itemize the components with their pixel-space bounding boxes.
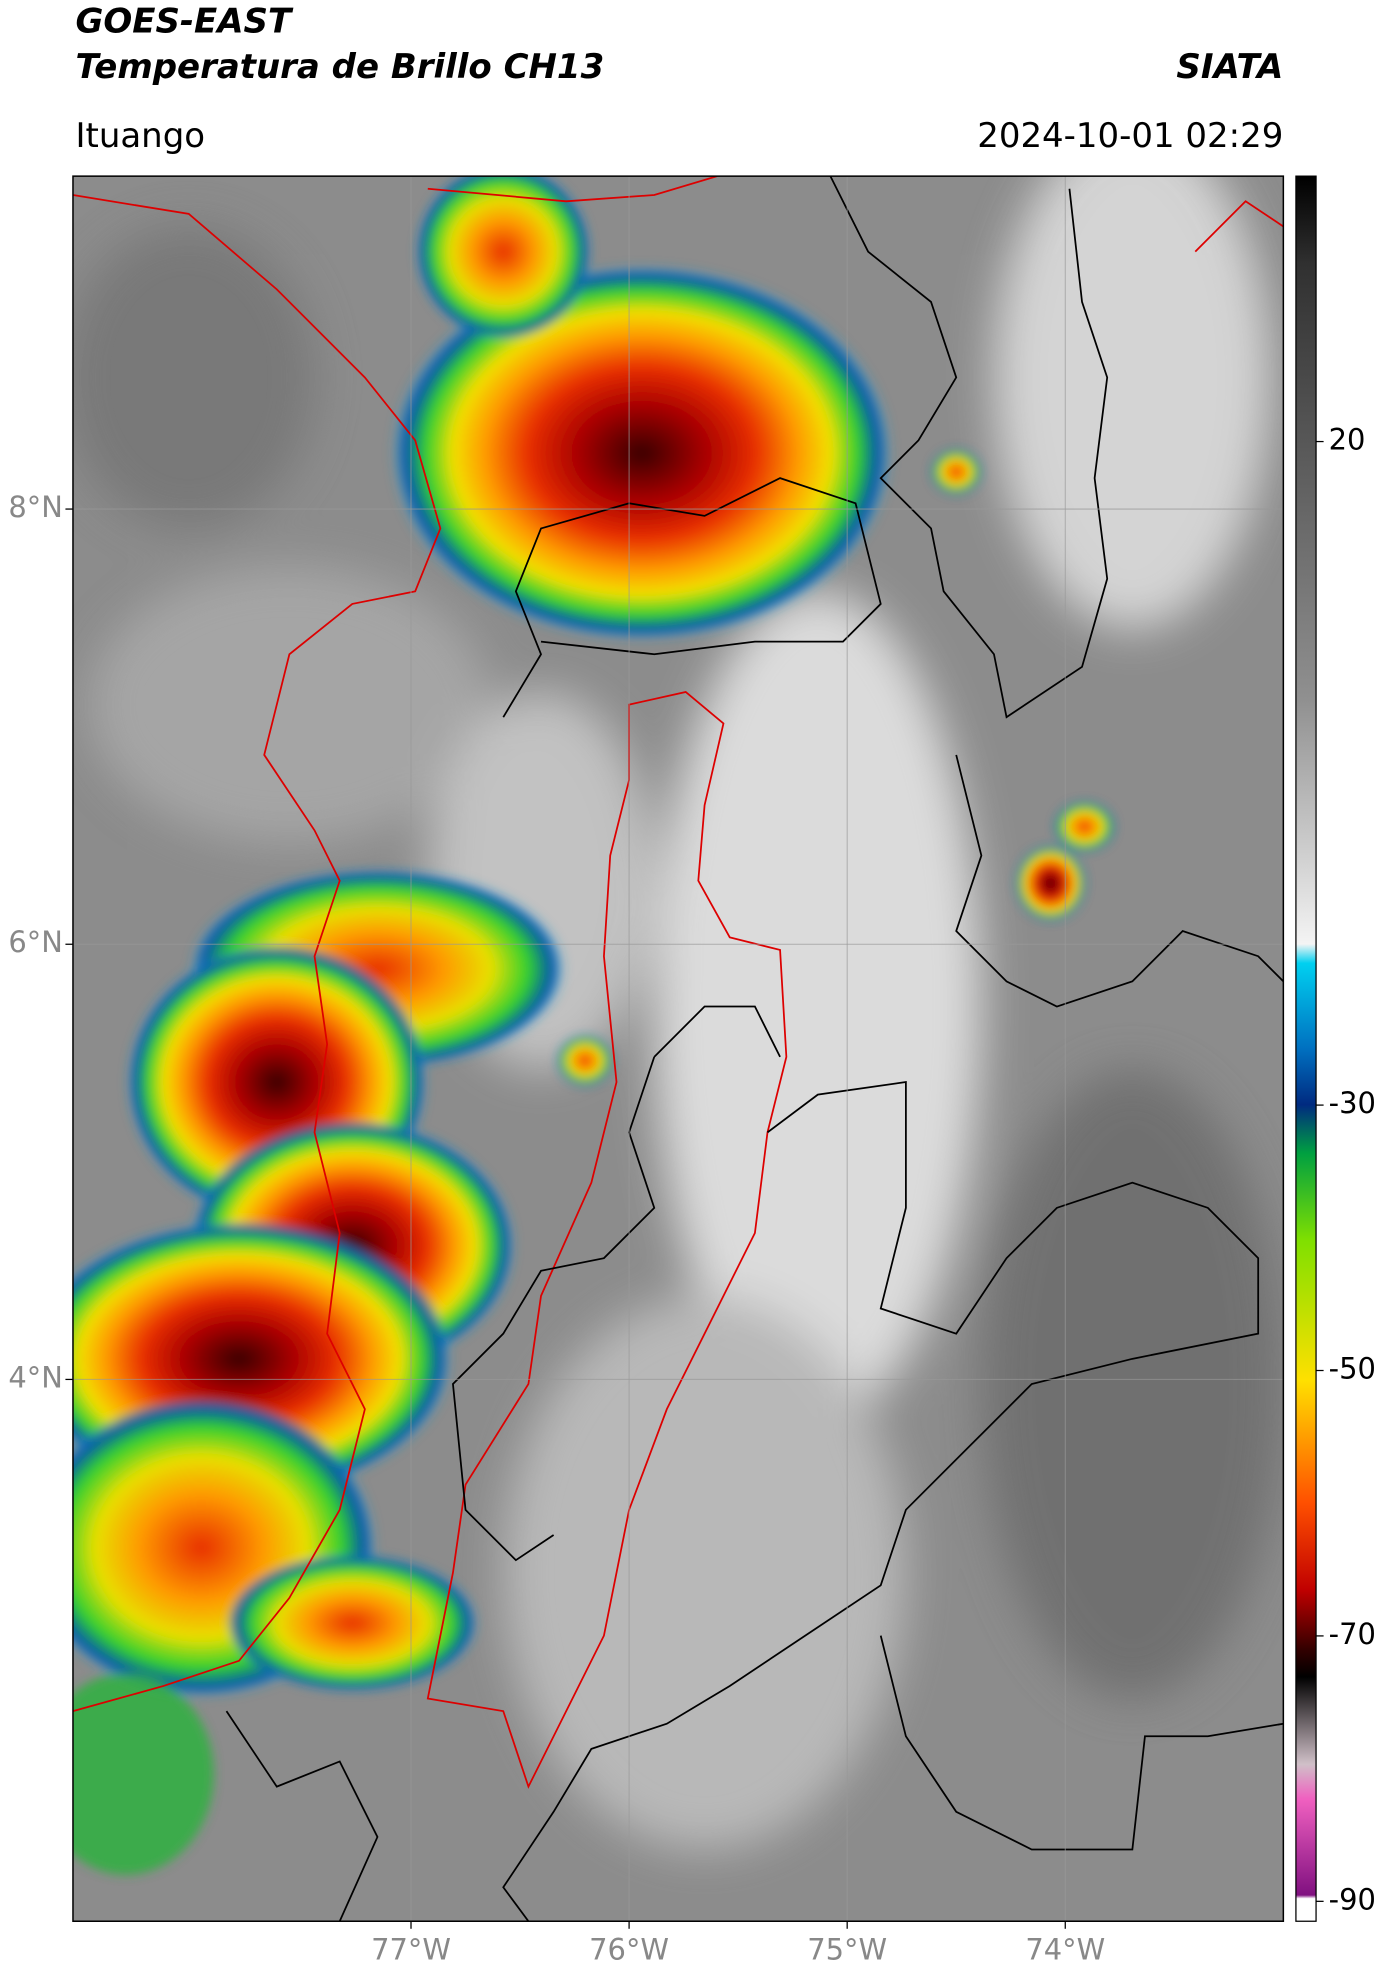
datetime: 2024-10-01 02:29: [977, 116, 1283, 156]
subtitle: Temperatura de Brillo CH13: [75, 47, 604, 87]
colorbar: [1295, 175, 1317, 1922]
source: SIATA: [1176, 47, 1283, 87]
title: GOES-EAST: [75, 2, 293, 42]
y-tick-label: 8°N: [8, 490, 63, 524]
colorbar-tick-label: -70: [1329, 1617, 1376, 1651]
x-tick-label: 76°W: [589, 1932, 669, 1966]
boundaries: [72, 176, 1284, 1922]
y-tick-label: 4°N: [8, 1360, 63, 1394]
satellite-image: [72, 176, 1284, 1922]
colorbar-tick-label: -90: [1329, 1882, 1376, 1916]
region: Ituango: [75, 116, 205, 156]
map-frame: [72, 175, 1285, 1922]
colorbar-tick-label: -50: [1329, 1352, 1376, 1386]
colorbar-tick-label: -30: [1329, 1086, 1376, 1120]
x-tick-label: 77°W: [371, 1932, 451, 1966]
x-tick-label: 75°W: [807, 1932, 887, 1966]
colorbar-tick-label: 20: [1329, 423, 1366, 457]
y-tick-label: 6°N: [8, 925, 63, 959]
x-tick-label: 74°W: [1025, 1932, 1105, 1966]
